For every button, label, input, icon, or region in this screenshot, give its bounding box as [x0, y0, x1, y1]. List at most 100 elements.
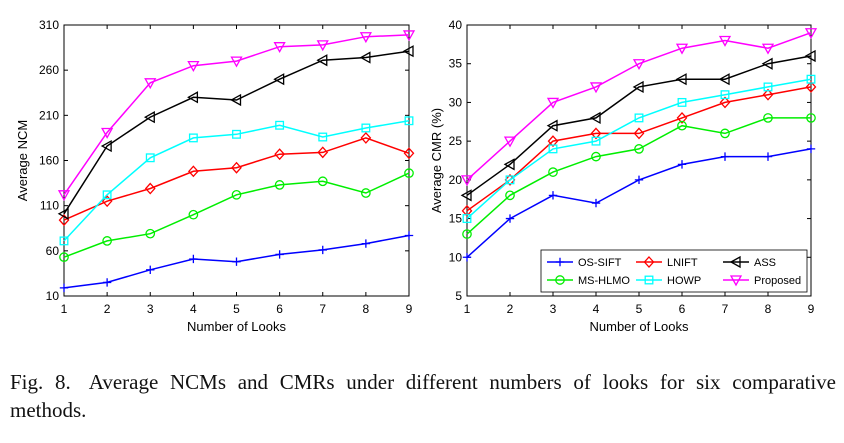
data-point	[188, 209, 199, 220]
series-line-ms-hlmo	[63, 172, 410, 258]
data-point	[462, 253, 472, 262]
series-line-howp	[466, 78, 812, 220]
data-point	[762, 88, 774, 101]
data-point	[359, 51, 371, 64]
data-point	[232, 257, 241, 266]
x-tick-label: 2	[507, 302, 514, 316]
data-point	[677, 120, 687, 131]
data-point	[462, 229, 472, 239]
series-lnift	[58, 131, 415, 227]
x-tick-label: 3	[550, 302, 557, 316]
data-point	[188, 133, 198, 143]
data-point	[634, 113, 644, 123]
legend-label: HOWP	[667, 275, 701, 287]
data-point	[591, 151, 601, 162]
data-point	[589, 82, 603, 94]
series-line-howp	[63, 120, 410, 242]
series-ms-hlmo	[59, 168, 414, 263]
legend-marker	[729, 255, 741, 269]
y-tick-label: 10	[449, 250, 463, 264]
x-tick-label: 8	[363, 302, 370, 316]
legend-entry-ms-hlmo: MS-HLMO	[547, 275, 630, 287]
data-point	[59, 252, 69, 263]
data-point	[804, 49, 816, 63]
y-tick-label: 5	[455, 289, 462, 303]
data-point	[143, 111, 155, 124]
data-point	[719, 96, 731, 109]
y-tick-label: 40	[449, 18, 463, 32]
series-ass	[460, 49, 816, 202]
y-tick-label: 30	[449, 95, 463, 109]
y-axis-label: Average CMR (%)	[429, 108, 444, 213]
y-tick-label: 160	[39, 154, 59, 168]
y-tick-label: 110	[40, 199, 59, 213]
data-point	[402, 45, 414, 58]
data-point	[231, 161, 242, 174]
data-point	[804, 28, 818, 40]
y-tick-label: 25	[449, 134, 463, 148]
data-point	[230, 93, 242, 107]
data-point	[144, 78, 157, 90]
series-os-sift	[59, 231, 414, 293]
data-point	[763, 152, 773, 161]
data-point	[100, 139, 112, 153]
data-point	[591, 198, 601, 208]
data-point	[316, 54, 328, 67]
data-point	[59, 283, 69, 293]
data-point	[720, 152, 730, 161]
data-point	[102, 278, 112, 287]
data-point	[677, 160, 687, 169]
data-point	[275, 250, 284, 259]
data-point	[145, 228, 156, 239]
legend-entry-os-sift: OS-SIFT	[547, 257, 622, 269]
data-point	[718, 73, 730, 86]
data-point	[146, 265, 155, 275]
x-tick-label: 5	[636, 302, 643, 316]
data-point	[101, 127, 114, 139]
data-point	[144, 182, 156, 195]
data-point	[634, 144, 644, 154]
data-point	[547, 135, 559, 148]
data-point	[546, 97, 560, 109]
series-howp	[462, 74, 816, 224]
data-point	[805, 80, 817, 93]
series-ass	[57, 45, 414, 220]
data-point	[360, 131, 372, 144]
x-tick-label: 2	[104, 302, 111, 316]
data-point	[503, 136, 517, 148]
data-point	[676, 111, 688, 124]
legend-label: ASS	[754, 257, 776, 269]
figure-label: Fig. 8.	[10, 370, 71, 394]
data-point	[231, 189, 242, 200]
data-point	[230, 56, 243, 68]
legend-marker	[555, 257, 565, 267]
legend-marker	[644, 275, 654, 285]
data-point	[404, 168, 414, 178]
data-point	[317, 176, 328, 187]
series-line-lnift	[466, 86, 812, 212]
x-tick-label: 6	[679, 302, 686, 316]
y-tick-label: 210	[39, 108, 59, 122]
legend-label: LNIFT	[667, 257, 698, 269]
legend-label: Proposed	[754, 275, 801, 287]
data-point	[273, 73, 285, 86]
data-point	[460, 189, 472, 202]
legend-marker	[555, 275, 565, 285]
x-tick-label: 7	[319, 302, 326, 316]
y-tick-label: 10	[46, 289, 60, 303]
data-point	[145, 153, 155, 163]
data-point	[505, 175, 515, 185]
data-point	[763, 113, 773, 123]
y-tick-label: 35	[449, 57, 463, 71]
data-point	[505, 190, 515, 201]
y-axis-label: Average NCM	[15, 120, 30, 201]
data-point	[187, 61, 200, 72]
data-point	[102, 236, 112, 246]
legend-entry-howp: HOWP	[636, 275, 701, 287]
ncm-chart: 1 2 3 4 5 6 7 8 9 10 60 110 160 210 260 310 Number of Lo…	[15, 18, 416, 334]
data-point	[461, 204, 473, 217]
data-point	[806, 113, 816, 123]
data-point	[361, 239, 371, 248]
data-point	[361, 123, 371, 133]
data-point	[317, 146, 329, 159]
